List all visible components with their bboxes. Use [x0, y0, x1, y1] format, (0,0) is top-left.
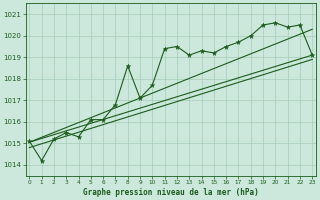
- X-axis label: Graphe pression niveau de la mer (hPa): Graphe pression niveau de la mer (hPa): [83, 188, 259, 197]
